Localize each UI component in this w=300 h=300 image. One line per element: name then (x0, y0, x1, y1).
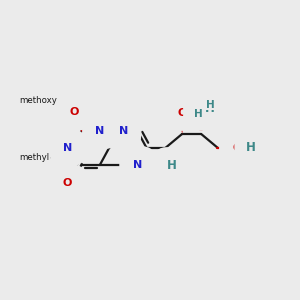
Text: methyl: methyl (19, 153, 49, 162)
Text: O: O (232, 142, 242, 153)
Text: N: N (133, 160, 142, 170)
Text: H: H (206, 100, 215, 110)
Text: O: O (196, 108, 206, 118)
Text: N: N (118, 126, 128, 136)
Text: O: O (177, 108, 187, 118)
Text: O: O (63, 178, 72, 188)
Text: N: N (63, 142, 72, 153)
Text: methoxy: methoxy (20, 96, 57, 105)
Text: N: N (95, 126, 105, 136)
Text: O: O (69, 107, 79, 117)
Text: H: H (167, 159, 176, 172)
Text: H: H (194, 109, 203, 119)
Text: H: H (246, 141, 256, 154)
Polygon shape (178, 112, 186, 134)
Text: H: H (205, 102, 214, 115)
